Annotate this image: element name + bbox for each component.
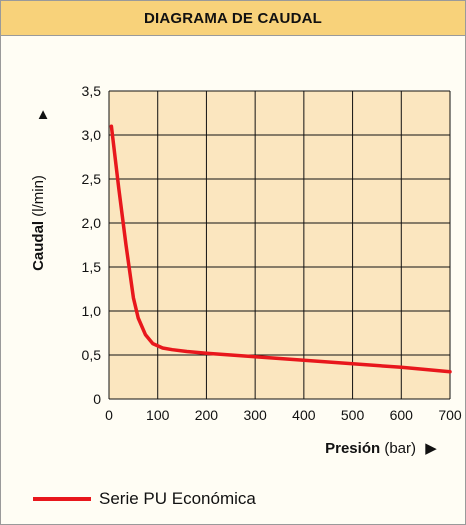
legend-label: Serie PU Económica — [99, 489, 256, 508]
y-tick-label: 0 — [93, 391, 101, 407]
y-tick-label: 2,0 — [82, 215, 102, 231]
x-axis-label: Presión (bar) — [325, 440, 416, 457]
x-tick-label: 500 — [341, 407, 365, 423]
panel-title: DIAGRAMA DE CAUDAL — [1, 1, 465, 36]
y-axis-arrow-icon: ▲ — [36, 106, 51, 123]
x-tick-label: 600 — [390, 407, 414, 423]
chart-legend: Serie PU Económica — [33, 487, 256, 511]
x-tick-label: 200 — [195, 407, 219, 423]
x-tick-label: 300 — [243, 407, 267, 423]
x-axis-arrow-icon: ▶ — [425, 440, 437, 457]
legend-line-swatch — [33, 497, 91, 501]
y-tick-label: 3,5 — [82, 83, 102, 99]
y-tick-label: 2,5 — [82, 171, 102, 187]
flow-chart: 0 100 200 300 400 500 600 700 0 0,5 1,0 1,5 2,0 2,5 3,… — [30, 83, 462, 457]
y-tick-label: 1,5 — [82, 259, 102, 275]
series-line — [109, 124, 452, 374]
y-tick-label: 3,0 — [82, 127, 102, 143]
x-tick-label: 400 — [292, 407, 316, 423]
y-tick-label: 1,0 — [82, 303, 102, 319]
panel-title-text: DIAGRAMA DE CAUDAL — [143, 9, 323, 27]
x-tick-label: 0 — [105, 407, 113, 423]
y-tick-label: 0,5 — [82, 347, 102, 363]
x-tick-label: 100 — [146, 407, 170, 423]
y-axis-label: Caudal (l/min) — [30, 175, 47, 271]
plot-area — [109, 91, 450, 399]
x-tick-label: 700 — [438, 407, 462, 423]
